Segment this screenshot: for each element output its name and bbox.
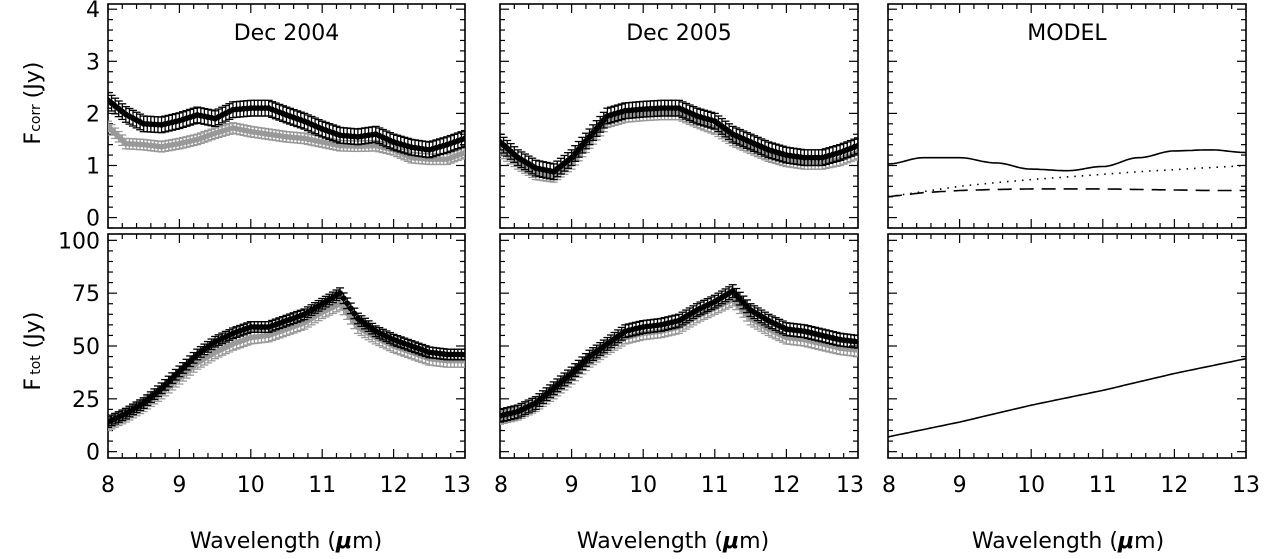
plot-frame (499, 3, 859, 229)
x-tick-label: 11 (308, 473, 336, 498)
series-group (108, 287, 465, 432)
panel-top-left: 0 1 2 3 4 Dec 2004 (86, 0, 466, 232)
series-line-dashed (888, 188, 1246, 198)
y-tick-label: 0 (86, 441, 100, 466)
xlabel-right: Wavelength (μm) (972, 529, 1164, 554)
series-group (888, 357, 1246, 438)
data-point (855, 338, 858, 345)
ylabel-bottom-sub: tot (28, 355, 44, 375)
data-point (740, 299, 747, 306)
ylabel-top-unit: (Jy) (21, 62, 46, 99)
plot-frame (887, 3, 1247, 229)
x-tick-label: 8 (882, 473, 896, 498)
x-tick-label: 11 (701, 473, 729, 498)
data-point (575, 146, 582, 153)
xlabel-middle: Wavelength (μm) (577, 529, 769, 554)
x-tick-label: 10 (237, 473, 265, 498)
data-point (600, 117, 607, 124)
series-line-solid (888, 149, 1246, 172)
data-point (733, 291, 740, 298)
ylabel-bottom-main: F (21, 378, 46, 391)
data-point (462, 135, 465, 142)
y-tick-label: 0 (86, 207, 100, 232)
y-tick-label: 100 (58, 229, 100, 254)
x-tick-label: 8 (494, 473, 508, 498)
ylabel-bottom: F tot (Jy) (21, 312, 46, 391)
ylabel-top-main: F (21, 132, 46, 145)
series-group (888, 149, 1246, 198)
x-tick-label: 10 (629, 473, 657, 498)
data-point (744, 303, 751, 310)
x-tick-label: 12 (1160, 473, 1188, 498)
panel-bottom-middle: 8 9 10 11 12 13 (494, 233, 864, 498)
data-point (462, 351, 465, 358)
data-point (579, 142, 586, 149)
ylabel-top: F corr (Jy) (21, 62, 46, 145)
y-tick-label: 2 (86, 102, 100, 127)
series-line-solid (888, 357, 1246, 438)
data-point (590, 129, 597, 136)
x-tick-label: 13 (1232, 473, 1260, 498)
panel-title: Dec 2004 (234, 21, 340, 46)
panel-title: MODEL (1027, 21, 1107, 46)
panel-bottom-left: 0 25 50 75 100 8 9 10 11 12 13 (58, 229, 471, 498)
x-tick-label: 12 (772, 473, 800, 498)
ylabel-top-sub: corr (28, 104, 44, 132)
panel-top-right: MODEL (887, 3, 1247, 229)
series-group (500, 284, 858, 425)
y-tick-label: 50 (72, 335, 100, 360)
data-point (736, 295, 743, 302)
x-tick-label: 10 (1017, 473, 1045, 498)
y-tick-label: 1 (86, 154, 100, 179)
data-point (729, 288, 736, 295)
x-tick-label: 13 (836, 473, 864, 498)
plot-frame (107, 3, 466, 229)
series-line-dotted (888, 164, 1246, 198)
ylabel-bottom-unit: (Jy) (21, 312, 46, 349)
data-point (582, 138, 589, 145)
data-point (597, 121, 604, 128)
data-point (855, 142, 858, 149)
x-tick-label: 11 (1089, 473, 1117, 498)
x-tick-label: 13 (443, 473, 471, 498)
panel-title: Dec 2005 (626, 21, 732, 46)
data-point (593, 125, 600, 132)
x-tick-label: 9 (953, 473, 967, 498)
x-tick-label: 9 (565, 473, 579, 498)
panel-bottom-right: 8 9 10 11 12 13 (882, 233, 1260, 498)
data-point (586, 133, 593, 140)
y-tick-label: 75 (72, 282, 100, 307)
x-tick-label: 12 (380, 473, 408, 498)
plot-frame (887, 233, 1247, 459)
y-tick-label: 4 (86, 0, 100, 23)
xlabel-left: Wavelength (μm) (190, 529, 382, 554)
panel-top-middle: Dec 2005 (499, 3, 859, 229)
x-tick-label: 8 (101, 473, 115, 498)
data-point (568, 154, 575, 161)
series-group (500, 99, 858, 183)
y-tick-label: 25 (72, 388, 100, 413)
data-point (572, 150, 579, 157)
data-point (462, 149, 465, 156)
x-tick-label: 9 (172, 473, 186, 498)
y-tick-label: 3 (86, 50, 100, 75)
series-group (108, 91, 465, 166)
